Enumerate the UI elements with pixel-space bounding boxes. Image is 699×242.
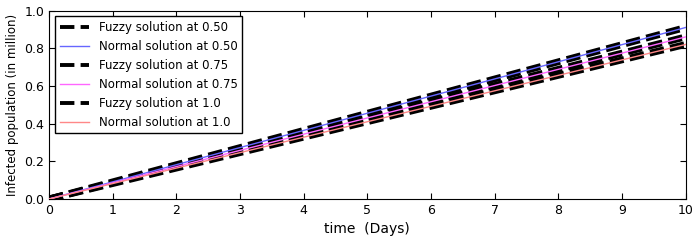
Y-axis label: Infected population (in million): Infected population (in million) (6, 14, 19, 196)
X-axis label: time  (Days): time (Days) (324, 222, 410, 236)
Legend: Fuzzy solution at 0.50, Normal solution at 0.50, Fuzzy solution at 0.75, Normal : Fuzzy solution at 0.50, Normal solution … (55, 16, 242, 133)
